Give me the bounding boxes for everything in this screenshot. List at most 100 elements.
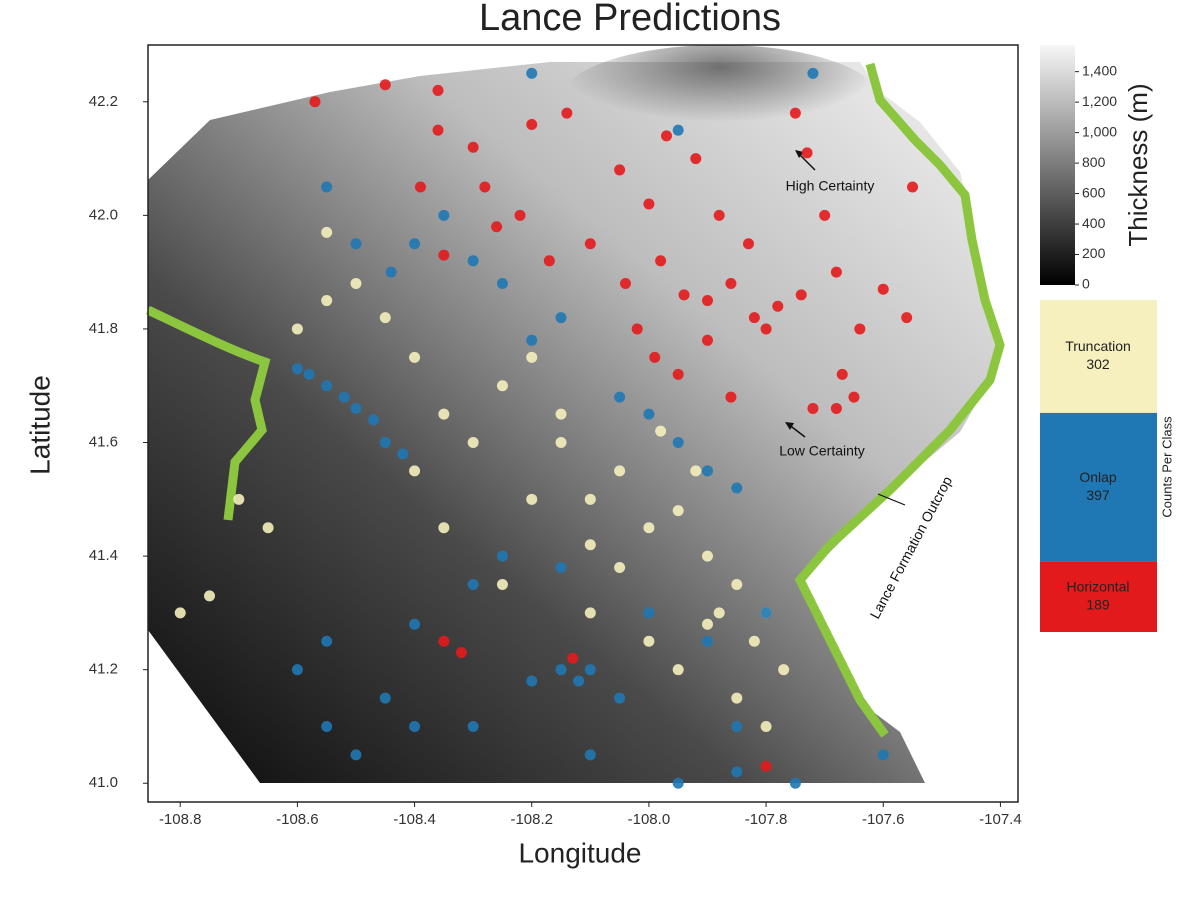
- thickness-surface-dark: [560, 45, 880, 155]
- legend-title: Counts Per Class: [1159, 416, 1174, 518]
- annotation-arrow-head: [785, 422, 794, 430]
- point: [526, 675, 538, 687]
- point: [555, 664, 567, 676]
- point: [409, 238, 421, 250]
- colorbar-label: Thickness (m): [1123, 83, 1153, 246]
- annotation: Low Certainty: [779, 443, 865, 459]
- annotation-line: [877, 493, 906, 506]
- point: [760, 760, 772, 772]
- point: [690, 153, 702, 165]
- point: [713, 209, 725, 221]
- point: [555, 437, 567, 449]
- point: [379, 79, 391, 91]
- point: [555, 312, 567, 324]
- point: [584, 749, 596, 761]
- y-tick-label: 42.2: [89, 93, 118, 110]
- legend-swatch: [1040, 412, 1157, 562]
- point: [397, 448, 409, 460]
- point: [701, 618, 713, 630]
- point: [321, 226, 333, 238]
- point: [672, 368, 684, 380]
- point: [772, 300, 784, 312]
- point: [660, 130, 672, 142]
- point: [555, 561, 567, 573]
- point: [543, 255, 555, 267]
- point: [760, 607, 772, 619]
- point: [643, 607, 655, 619]
- x-tick-label: -108.8: [159, 811, 202, 828]
- point: [701, 635, 713, 647]
- point: [526, 351, 538, 363]
- map-area: [146, 45, 1005, 783]
- point: [561, 107, 573, 119]
- colorbar-tick-label: 1,200: [1082, 93, 1117, 109]
- point: [321, 295, 333, 307]
- x-tick-label: -108.0: [628, 811, 671, 828]
- point: [619, 278, 631, 290]
- point: [584, 539, 596, 551]
- point: [760, 720, 772, 732]
- point: [725, 278, 737, 290]
- point: [321, 720, 333, 732]
- point: [379, 312, 391, 324]
- point: [491, 221, 503, 233]
- point: [731, 692, 743, 704]
- point: [848, 391, 860, 403]
- point: [731, 720, 743, 732]
- point: [321, 380, 333, 392]
- colorbar-tick-label: 600: [1082, 184, 1106, 200]
- point: [526, 119, 538, 131]
- point: [877, 749, 889, 761]
- y-tick-label: 41.4: [89, 547, 118, 564]
- outcrop: [794, 62, 1005, 738]
- point: [204, 590, 216, 602]
- point: [643, 198, 655, 210]
- point: [467, 255, 479, 267]
- point: [309, 96, 321, 108]
- point: [584, 607, 596, 619]
- point: [321, 635, 333, 647]
- point: [701, 334, 713, 346]
- y-axis-label: Latitude: [24, 375, 55, 475]
- point: [291, 363, 303, 375]
- point: [526, 493, 538, 505]
- point: [573, 675, 585, 687]
- point: [854, 323, 866, 335]
- y-tick-label: 41.6: [89, 433, 118, 450]
- point: [467, 437, 479, 449]
- point: [649, 351, 661, 363]
- point: [409, 351, 421, 363]
- point: [432, 84, 444, 96]
- point: [614, 465, 626, 477]
- point: [678, 289, 690, 301]
- point: [414, 181, 426, 193]
- point: [350, 749, 362, 761]
- point: [385, 266, 397, 278]
- x-tick-label: -107.6: [862, 811, 905, 828]
- point: [467, 578, 479, 590]
- point: [713, 607, 725, 619]
- legend-count: 302: [1086, 356, 1110, 372]
- point: [584, 493, 596, 505]
- point: [438, 408, 450, 420]
- point: [432, 124, 444, 136]
- point: [438, 209, 450, 221]
- colorbar-tick-label: 1,400: [1082, 62, 1117, 78]
- point: [672, 664, 684, 676]
- point: [350, 238, 362, 250]
- y-tick-label: 41.0: [89, 774, 118, 791]
- points: [174, 67, 919, 789]
- point: [643, 408, 655, 420]
- colorbar-tick-label: 0: [1082, 276, 1090, 292]
- point: [655, 255, 667, 267]
- legend-swatch: [1040, 300, 1157, 413]
- point: [819, 209, 831, 221]
- point: [438, 635, 450, 647]
- point: [631, 323, 643, 335]
- point: [795, 289, 807, 301]
- point: [731, 482, 743, 494]
- point: [350, 402, 362, 414]
- point: [614, 164, 626, 176]
- point: [901, 312, 913, 324]
- colorbar: [1040, 45, 1075, 285]
